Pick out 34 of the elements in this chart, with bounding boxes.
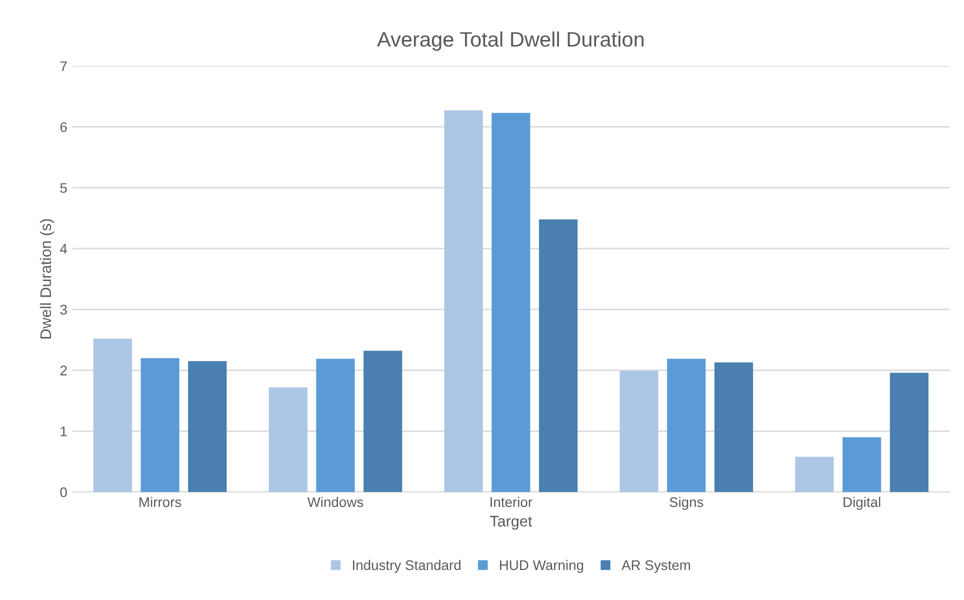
bar [444, 110, 483, 492]
bar [842, 437, 882, 492]
bar [795, 456, 834, 492]
legend-label: AR System [622, 560, 690, 573]
y-tick-label: 2 [60, 366, 67, 376]
y-tick-label: 3 [60, 304, 67, 315]
bar [714, 362, 754, 492]
x-tick-label: Windows [307, 496, 364, 508]
chart-title: Average Total Dwell Duration [377, 31, 644, 51]
legend-label: HUD Warning [500, 560, 584, 573]
x-tick-label: Interior [490, 496, 532, 508]
bar [188, 361, 227, 492]
y-tick-label: 0 [60, 487, 67, 498]
y-tick-label: 5 [60, 183, 67, 193]
bar [268, 387, 308, 492]
x-tick-label: Signs [670, 496, 704, 510]
x-tick-label: Mirrors [140, 496, 182, 508]
x-axis-title: Target [490, 516, 532, 530]
bar [316, 358, 355, 492]
bar [93, 338, 132, 492]
bar [667, 358, 706, 492]
y-tick-label: 1 [60, 426, 67, 436]
bar [492, 112, 530, 492]
y-tick-label: 4 [60, 244, 68, 254]
bar [890, 372, 928, 492]
x-tick-label: Digital [844, 496, 880, 510]
legend-label: Industry Standard [353, 560, 460, 573]
bar [620, 370, 658, 492]
bar [140, 358, 180, 492]
bar [538, 219, 578, 492]
y-axis-title: Dwell Duration (s) [40, 219, 54, 338]
y-tick-label: 6 [60, 122, 67, 132]
y-tick-label: 7 [60, 61, 67, 72]
bar [364, 350, 402, 492]
